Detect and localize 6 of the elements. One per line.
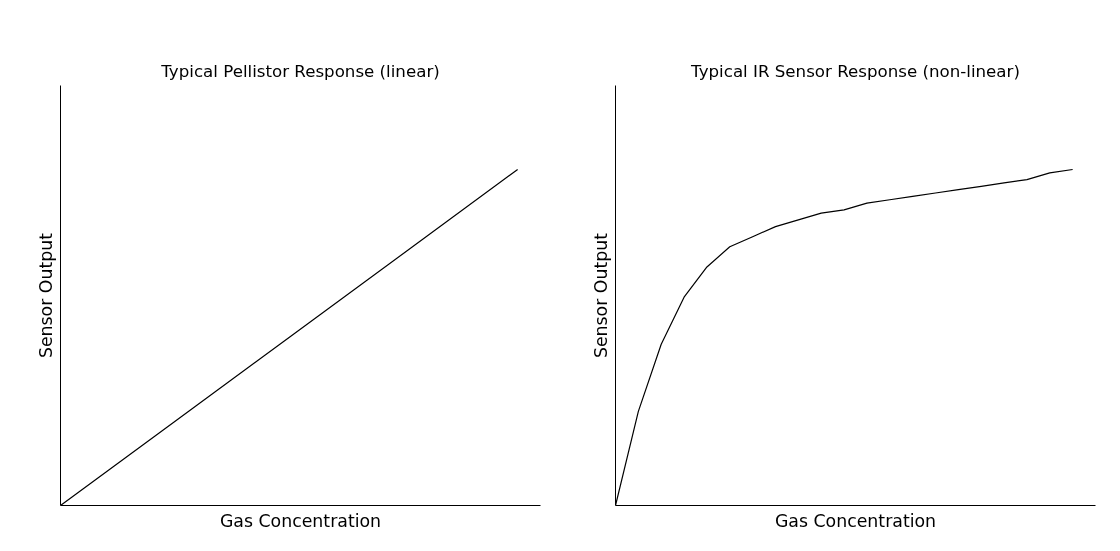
- y-axis-title: Sensor Output: [590, 232, 611, 359]
- y-axis-title: Sensor Output: [35, 232, 56, 359]
- chart-title: Typical IR Sensor Response (non-linear): [690, 61, 1020, 81]
- x-axis-title: Gas Concentration: [219, 510, 382, 531]
- x-axis-title: Gas Concentration: [774, 510, 937, 531]
- chart-title: Typical Pellistor Response (linear): [160, 61, 440, 81]
